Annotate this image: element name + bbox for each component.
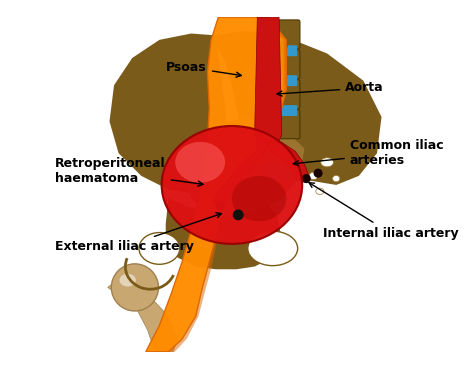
Polygon shape: [268, 142, 309, 182]
FancyBboxPatch shape: [262, 110, 300, 139]
Text: Aorta: Aorta: [277, 82, 384, 96]
Polygon shape: [168, 17, 286, 352]
Polygon shape: [214, 142, 268, 208]
Circle shape: [233, 210, 244, 220]
Ellipse shape: [111, 264, 158, 311]
FancyBboxPatch shape: [262, 80, 300, 109]
Ellipse shape: [139, 232, 180, 264]
Polygon shape: [187, 117, 304, 217]
Text: Psoas: Psoas: [166, 61, 241, 77]
Polygon shape: [108, 276, 177, 352]
FancyBboxPatch shape: [264, 105, 297, 116]
Ellipse shape: [119, 274, 136, 286]
Circle shape: [274, 40, 287, 52]
FancyBboxPatch shape: [262, 20, 300, 49]
FancyBboxPatch shape: [264, 75, 297, 86]
FancyBboxPatch shape: [264, 165, 298, 181]
Circle shape: [302, 174, 311, 183]
Text: Common iliac
arteries: Common iliac arteries: [293, 139, 443, 167]
Polygon shape: [146, 17, 286, 352]
Ellipse shape: [321, 158, 334, 167]
Ellipse shape: [162, 126, 302, 244]
Polygon shape: [166, 199, 282, 269]
Polygon shape: [255, 17, 282, 149]
Ellipse shape: [248, 231, 298, 266]
FancyBboxPatch shape: [264, 45, 297, 56]
Ellipse shape: [175, 142, 225, 183]
Ellipse shape: [232, 176, 286, 221]
Polygon shape: [109, 34, 228, 194]
Text: Retroperitoneal
haematoma: Retroperitoneal haematoma: [55, 157, 203, 186]
Polygon shape: [216, 31, 382, 185]
Ellipse shape: [333, 175, 340, 182]
Circle shape: [313, 169, 323, 178]
Ellipse shape: [309, 172, 318, 179]
Circle shape: [216, 201, 225, 210]
FancyBboxPatch shape: [262, 50, 300, 79]
Text: External iliac artery: External iliac artery: [55, 213, 221, 253]
Text: Internal iliac artery: Internal iliac artery: [309, 183, 458, 239]
Ellipse shape: [316, 188, 324, 194]
